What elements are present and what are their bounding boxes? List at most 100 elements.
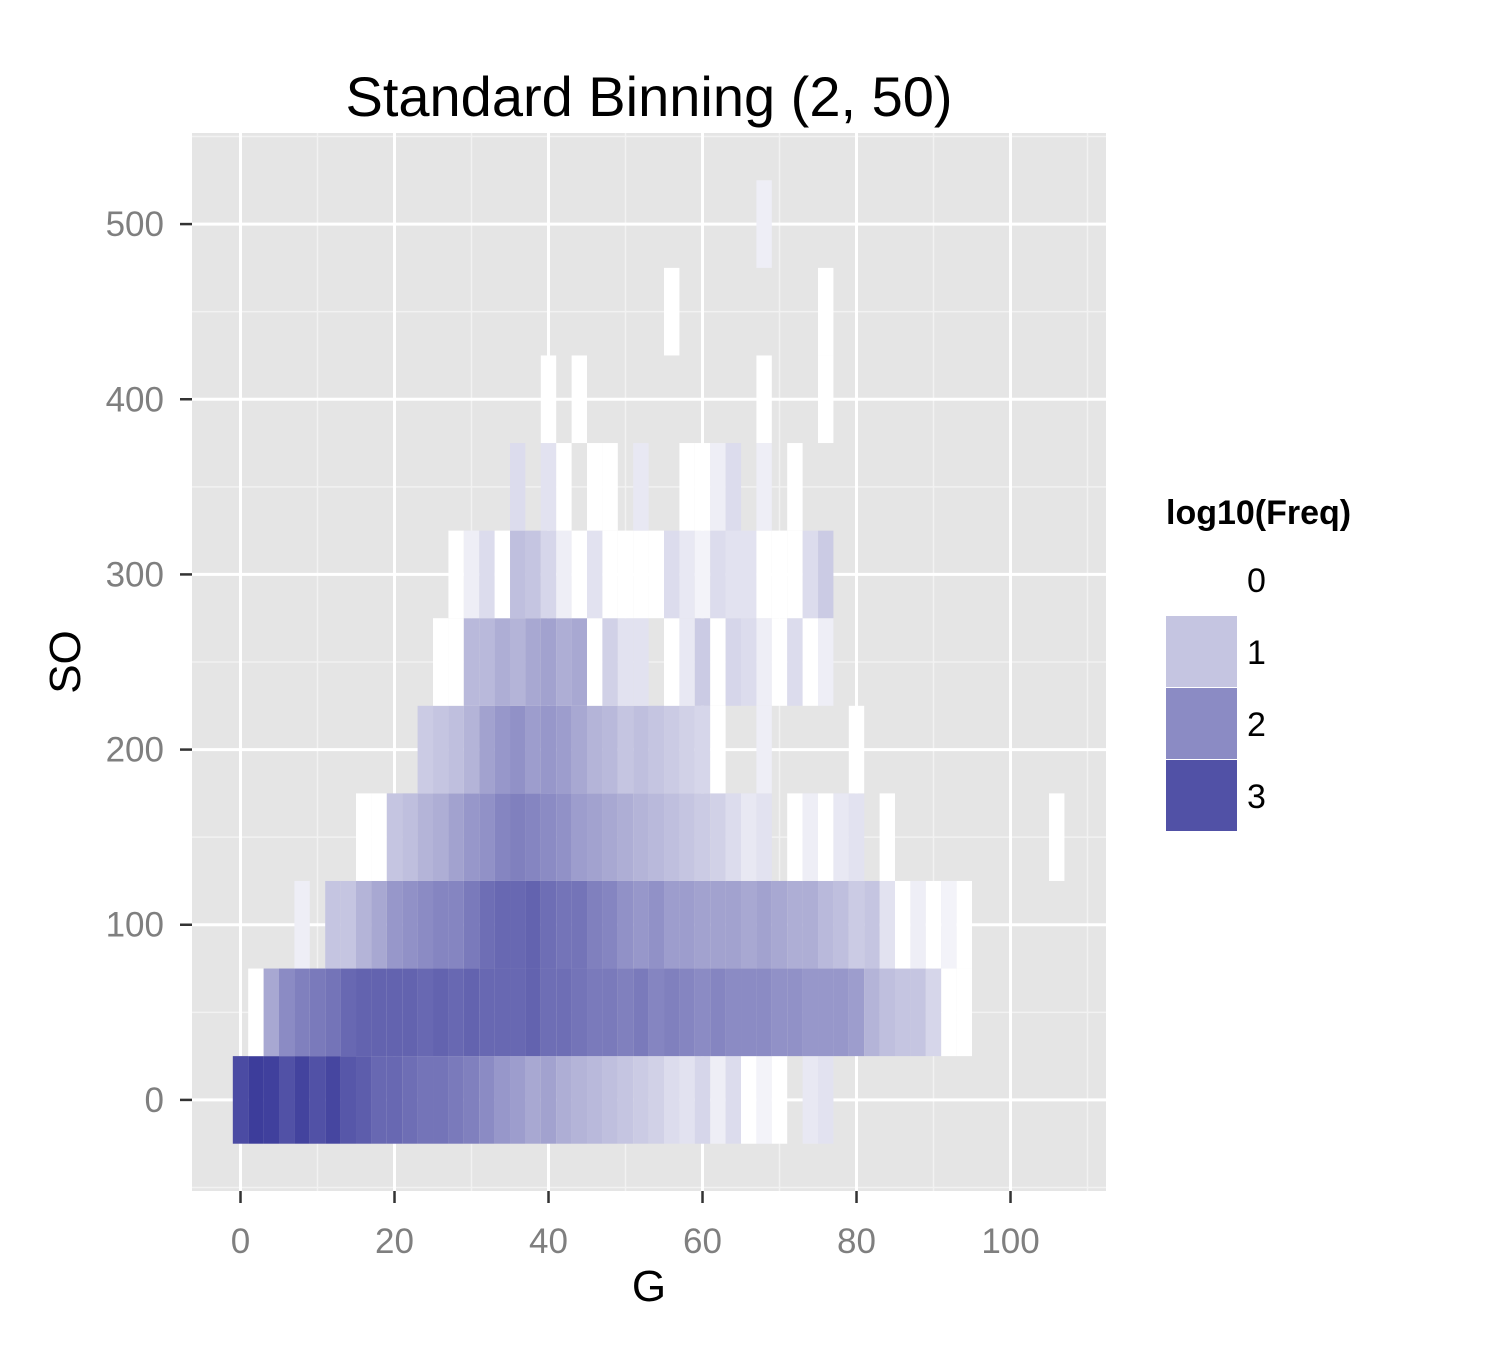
heatmap-tile xyxy=(510,618,526,706)
heatmap-tile xyxy=(463,1056,480,1144)
heatmap-tile xyxy=(633,705,649,794)
heatmap-tile xyxy=(756,355,772,444)
heatmap-tile xyxy=(802,618,819,706)
heatmap-tile xyxy=(818,355,834,444)
heatmap-tile xyxy=(602,443,618,531)
legend-label: 2 xyxy=(1247,706,1266,744)
heatmap-tile xyxy=(602,530,618,619)
heatmap-tile xyxy=(294,968,310,1057)
heatmap-tile xyxy=(525,1056,541,1144)
heatmap-tile xyxy=(510,968,526,1057)
heatmap-tile xyxy=(510,793,526,881)
heatmap-tile xyxy=(433,793,449,881)
heatmap-tile xyxy=(725,443,742,531)
heatmap-tile xyxy=(571,355,588,444)
heatmap-tile xyxy=(633,880,649,969)
heatmap-tile xyxy=(787,530,803,619)
heatmap-tile xyxy=(587,880,603,969)
heatmap-tile xyxy=(710,793,726,881)
heatmap-tile xyxy=(648,705,665,794)
heatmap-tile xyxy=(818,793,834,881)
heatmap-tile xyxy=(309,968,326,1057)
heatmap-tile xyxy=(356,880,372,969)
heatmap-tile xyxy=(248,1056,264,1144)
heatmap-tile xyxy=(325,880,341,969)
heatmap-tile xyxy=(679,618,695,706)
heatmap-tile xyxy=(279,1056,295,1144)
heatmap-tile xyxy=(479,968,495,1057)
heatmap-tile xyxy=(802,1056,819,1144)
y-tick-label: 300 xyxy=(106,555,164,594)
heatmap-tile xyxy=(956,968,973,1057)
heatmap-tile xyxy=(648,793,665,881)
heatmap-tile xyxy=(787,968,803,1057)
heatmap-tile xyxy=(294,880,310,969)
heatmap-tile xyxy=(386,1056,403,1144)
heatmap-tile xyxy=(710,530,726,619)
heatmap-tile xyxy=(694,618,711,706)
heatmap-tile xyxy=(725,793,742,881)
heatmap-tile xyxy=(371,968,387,1057)
heatmap-tile xyxy=(340,1056,357,1144)
heatmap-tile xyxy=(556,443,572,531)
heatmap-tile xyxy=(279,968,295,1057)
y-axis: 0 100 200 300 400 500 xyxy=(106,205,192,1120)
heatmap-tile xyxy=(771,618,788,706)
heatmap-tile xyxy=(371,793,387,881)
heatmap-tile xyxy=(617,968,634,1057)
heatmap-tile xyxy=(664,618,680,706)
heatmap-tile xyxy=(417,793,434,881)
heatmap-tile xyxy=(802,530,819,619)
heatmap-tile xyxy=(617,530,634,619)
heatmap-tile xyxy=(402,793,418,881)
heatmap-tile xyxy=(540,443,557,531)
heatmap-tile xyxy=(956,880,973,969)
heatmap-tile xyxy=(925,880,942,969)
heatmap-tile xyxy=(679,968,695,1057)
heatmap-tile xyxy=(664,267,680,356)
heatmap-tile xyxy=(833,968,849,1057)
heatmap-tile xyxy=(587,705,603,794)
heatmap-tile xyxy=(448,530,464,619)
heatmap-tile xyxy=(325,1056,341,1144)
heatmap-tile xyxy=(741,968,757,1057)
heatmap-tile xyxy=(771,880,788,969)
heatmap-tile xyxy=(448,793,464,881)
x-axis-title: G xyxy=(631,1262,667,1311)
y-tick-label: 500 xyxy=(106,205,164,244)
heatmap-tile xyxy=(540,355,557,444)
heatmap-tile xyxy=(633,530,649,619)
heatmap-tile xyxy=(1049,793,1065,881)
heatmap-tile xyxy=(617,618,634,706)
heatmap-tiles xyxy=(232,180,1065,1144)
x-axis: 0 20 40 60 80 100 xyxy=(231,1191,1040,1261)
heatmap-tile xyxy=(756,968,772,1057)
heatmap-tile xyxy=(895,968,911,1057)
heatmap-tile xyxy=(494,1056,511,1144)
heatmap-tile xyxy=(910,968,926,1057)
heatmap-tile xyxy=(895,880,911,969)
heatmap-tile xyxy=(540,968,557,1057)
heatmap-tile xyxy=(587,443,603,531)
heatmap-tile xyxy=(710,618,726,706)
legend-key xyxy=(1166,544,1237,615)
y-tick-label: 100 xyxy=(106,906,164,945)
heatmap-tile xyxy=(756,180,772,268)
heatmap-tile xyxy=(741,880,757,969)
heatmap-tile xyxy=(402,968,418,1057)
heatmap-tile xyxy=(571,618,588,706)
heatmap-tile xyxy=(617,705,634,794)
heatmap-tile xyxy=(664,705,680,794)
heatmap-tile xyxy=(556,530,572,619)
heatmap-tile xyxy=(340,968,357,1057)
heatmap-tile xyxy=(494,530,511,619)
heatmap-tile xyxy=(710,705,726,794)
legend-key xyxy=(1166,760,1237,831)
heatmap-tile xyxy=(864,880,880,969)
heatmap-tile xyxy=(833,880,849,969)
heatmap-tile xyxy=(417,705,434,794)
heatmap-tile xyxy=(479,880,495,969)
heatmap-tile xyxy=(540,530,557,619)
heatmap-tile xyxy=(602,1056,618,1144)
